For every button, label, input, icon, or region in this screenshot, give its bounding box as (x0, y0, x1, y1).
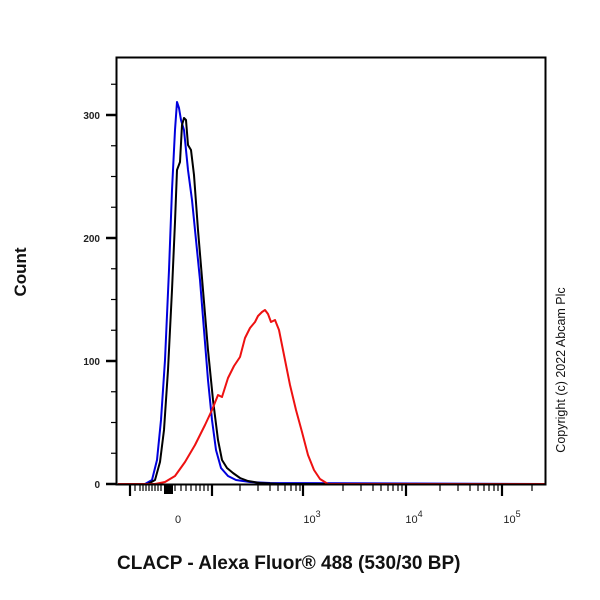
svg-text:105: 105 (503, 509, 520, 526)
svg-text:300: 300 (83, 111, 100, 122)
histogram-curve (118, 117, 545, 485)
y-axis-ticks: 0 100 200 300 (83, 83, 116, 491)
svg-text:0: 0 (175, 514, 181, 526)
svg-text:100: 100 (83, 357, 100, 368)
histogram-curves (118, 101, 546, 485)
x-axis-label: CLACP - Alexa Fluor® 488 (530/30 BP) (117, 553, 461, 574)
svg-text:103: 103 (303, 509, 320, 526)
copyright-text: Copyright (c) 2022 Abcam Plc (554, 287, 568, 453)
svg-text:0: 0 (94, 480, 100, 491)
x-axis-ticks: 0 103 104 105 (128, 485, 533, 526)
svg-text:200: 200 (83, 234, 100, 245)
svg-text:104: 104 (405, 509, 422, 526)
plot-frame (115, 56, 547, 486)
histogram-curve (118, 309, 545, 485)
histogram-curve (118, 101, 546, 485)
y-axis-label: Count (11, 247, 30, 297)
